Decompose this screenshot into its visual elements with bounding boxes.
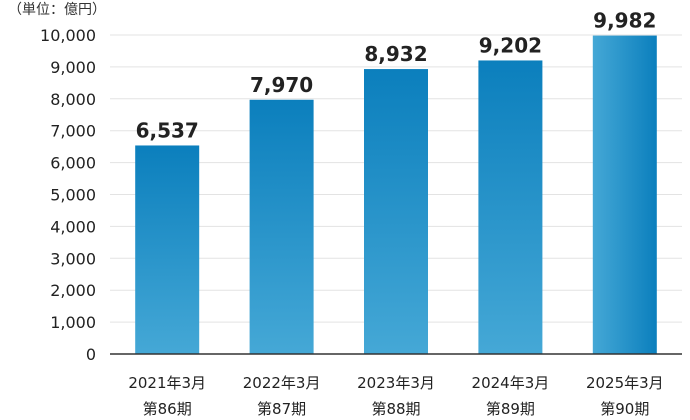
x-tick-label-date: 2022年3月: [243, 374, 321, 392]
bars: [135, 35, 657, 355]
bar: [364, 69, 428, 354]
x-tick-label-date: 2025年3月: [586, 374, 664, 392]
data-labels: 6,537 7,970 8,932 9,202 9,982: [136, 9, 657, 143]
y-tick-label: 8,000: [50, 90, 96, 109]
bar: [478, 60, 543, 354]
bar: [592, 35, 657, 355]
x-tick-label-date: 2024年3月: [472, 374, 550, 392]
x-tick-label-period: 第87期: [257, 400, 306, 418]
y-tick-label: 2,000: [50, 281, 96, 300]
data-label: 9,982: [593, 9, 656, 33]
x-tick-label-period: 第89期: [486, 400, 535, 418]
x-tick-label-period: 第86期: [143, 400, 192, 418]
data-label: 8,932: [364, 42, 427, 66]
data-label: 6,537: [136, 118, 199, 142]
data-label: 9,202: [479, 33, 542, 57]
y-tick-label: 6,000: [50, 154, 96, 173]
bar: [135, 145, 200, 354]
y-tick-label: 3,000: [50, 249, 96, 268]
x-tick-label-period: 第88期: [371, 400, 420, 418]
x-tick-label-date: 2023年3月: [357, 374, 435, 392]
bar: [249, 99, 314, 355]
x-tick-label-date: 2021年3月: [128, 374, 206, 392]
y-tick-label: 5,000: [50, 186, 96, 205]
y-tick-label: 1,000: [50, 313, 96, 332]
x-tick-label-period: 第90期: [600, 400, 649, 418]
y-tick-label: 10,000: [40, 26, 96, 45]
y-tick-label: 4,000: [50, 217, 96, 236]
y-axis-ticks: 0 1,000 2,000 3,000 4,000 5,000 6,000 7,000 8,00…: [40, 26, 96, 364]
data-label: 7,970: [250, 73, 313, 97]
y-tick-label: 0: [86, 345, 96, 364]
unit-label: （単位：億円）: [8, 2, 106, 18]
y-tick-label: 9,000: [50, 58, 96, 77]
y-tick-label: 7,000: [50, 122, 96, 141]
